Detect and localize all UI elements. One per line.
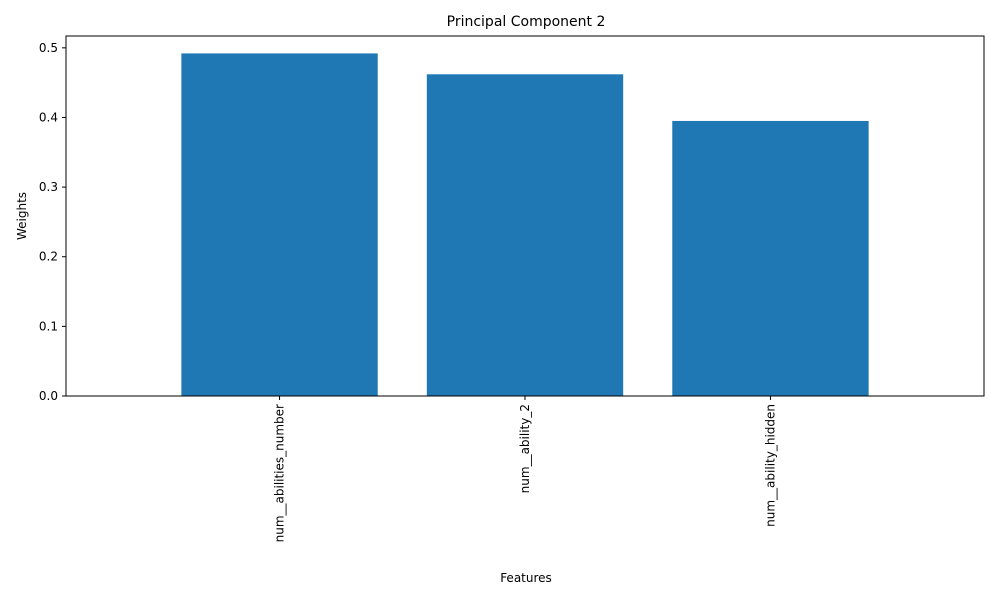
y-tick-label-4: 0.4 [39, 110, 58, 124]
bar-1 [426, 74, 624, 396]
x-tick-label-2: num__ability_hidden [763, 404, 777, 527]
x-axis-label: Features [500, 571, 552, 585]
y-tick-label-2: 0.2 [39, 250, 58, 264]
bar-2 [672, 120, 869, 396]
y-axis-label: Weights [15, 192, 29, 240]
y-tick-label-5: 0.5 [39, 41, 58, 55]
x-axis: num__abilities_number num__ability_2 num__… [273, 396, 777, 542]
x-tick-label-0: num__abilities_number [273, 404, 287, 542]
y-axis: 0.0 0.1 0.2 0.3 0.4 0.5 [39, 41, 66, 403]
y-tick-label-1: 0.1 [39, 319, 58, 333]
y-tick-label-3: 0.3 [39, 180, 58, 194]
x-tick-label-1: num__ability_2 [518, 404, 532, 493]
y-tick-label-0: 0.0 [39, 389, 58, 403]
chart-title: Principal Component 2 [447, 14, 606, 30]
bar-0 [181, 53, 378, 397]
plot-area [181, 53, 869, 397]
